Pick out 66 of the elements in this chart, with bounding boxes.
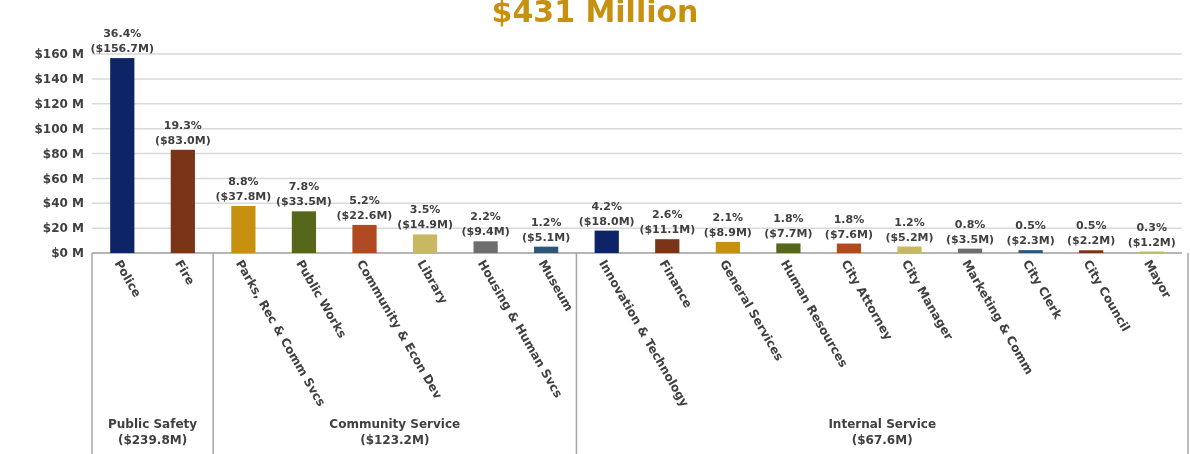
bar bbox=[352, 224, 377, 253]
data-label: ($37.8M) bbox=[215, 189, 272, 203]
annotation: 7.8% bbox=[288, 180, 320, 194]
bar bbox=[231, 205, 256, 253]
annotation: 0.5% bbox=[1015, 219, 1046, 233]
annotation: 2.6% bbox=[652, 208, 683, 222]
annotation: 36.4% bbox=[103, 27, 142, 41]
bar bbox=[655, 239, 680, 253]
bar bbox=[110, 58, 135, 253]
annotation: 8.8% bbox=[228, 174, 259, 188]
chart-title: $431 Million bbox=[491, 0, 699, 29]
data-label: ($11.1M) bbox=[639, 223, 696, 237]
annotation: 0.3% bbox=[1136, 220, 1167, 234]
data-label: ($8.9M) bbox=[703, 225, 752, 239]
annotation: 1.2% bbox=[530, 215, 562, 229]
data-label: ($7.6M) bbox=[824, 227, 874, 241]
y-tick-label: $60 M bbox=[42, 171, 84, 186]
bar bbox=[594, 230, 619, 253]
data-label: ($5.1M) bbox=[522, 230, 571, 244]
y-tick-label: $40 M bbox=[42, 196, 84, 211]
annotation: 4.2% bbox=[591, 199, 622, 213]
data-label: ($2.3M) bbox=[1006, 234, 1055, 248]
bar bbox=[291, 211, 317, 253]
y-tick-label: $0 M bbox=[51, 246, 84, 261]
data-label: ($5.2M) bbox=[885, 230, 934, 244]
data-label: ($83.0M) bbox=[154, 133, 211, 147]
bar bbox=[412, 234, 438, 253]
data-label: ($156.7M) bbox=[90, 42, 154, 56]
bar bbox=[1018, 250, 1043, 253]
annotation: 2.1% bbox=[712, 210, 744, 224]
data-label: ($1.2M) bbox=[1127, 235, 1176, 249]
data-label: ($22.6M) bbox=[336, 208, 393, 222]
bar bbox=[534, 246, 559, 253]
annotation: 2.2% bbox=[470, 210, 501, 224]
text: Community Service ($123.2M) bbox=[329, 417, 461, 447]
bar bbox=[836, 243, 862, 253]
bar bbox=[170, 149, 195, 253]
annotation: 1.2% bbox=[894, 215, 925, 229]
annotation: 1.8% bbox=[773, 212, 804, 226]
annotation: 3.5% bbox=[409, 203, 441, 217]
data-label: ($18.0M) bbox=[578, 214, 635, 228]
text: Internal Service ($67.6M) bbox=[828, 417, 937, 447]
y-tick-label: $120 M bbox=[34, 96, 84, 111]
data-label: ($3.5M) bbox=[945, 232, 995, 246]
y-tick-label: $20 M bbox=[42, 221, 84, 236]
annotation: 0.5% bbox=[1075, 219, 1107, 233]
annotation: 1.8% bbox=[833, 212, 865, 226]
annotation: 5.2% bbox=[349, 193, 380, 207]
data-label: ($2.2M) bbox=[1067, 234, 1116, 248]
bar bbox=[715, 241, 740, 253]
bar bbox=[776, 243, 801, 253]
y-tick-label: $80 M bbox=[42, 146, 84, 161]
bar bbox=[1079, 250, 1104, 253]
annotation: 0.8% bbox=[954, 217, 986, 231]
data-label: ($7.7M) bbox=[764, 227, 813, 241]
y-tick-label: $100 M bbox=[34, 121, 84, 136]
y-tick-label: $140 M bbox=[34, 72, 84, 87]
data-label: ($33.5M) bbox=[276, 195, 332, 209]
text: Public Safety ($239.8M) bbox=[108, 417, 198, 447]
bar bbox=[957, 248, 983, 253]
bar bbox=[473, 241, 498, 253]
y-tick-label: $160 M bbox=[34, 47, 84, 62]
data-label: ($14.9M) bbox=[397, 218, 453, 232]
annotation: 19.3% bbox=[163, 118, 202, 132]
data-label: ($9.4M) bbox=[461, 225, 510, 239]
bar bbox=[897, 246, 922, 253]
